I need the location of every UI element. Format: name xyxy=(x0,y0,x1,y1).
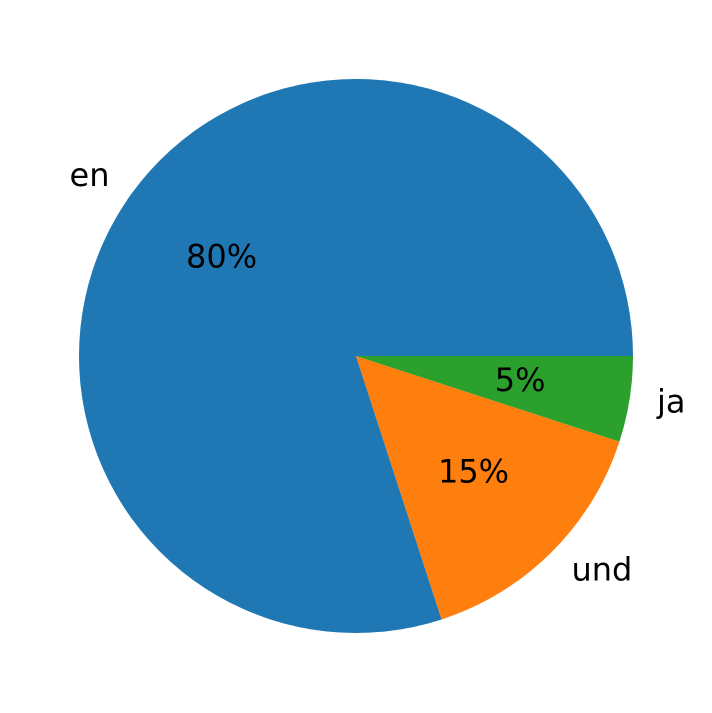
slice-label: und xyxy=(571,550,632,588)
slice-label: ja xyxy=(656,383,686,421)
value-label: 5% xyxy=(495,361,546,399)
value-label: 15% xyxy=(438,453,509,491)
slice-label: en xyxy=(70,156,110,194)
pie-slice xyxy=(78,78,633,634)
value-label: 80% xyxy=(186,237,257,275)
pie-slice xyxy=(356,356,633,442)
pie-slice xyxy=(356,356,620,620)
